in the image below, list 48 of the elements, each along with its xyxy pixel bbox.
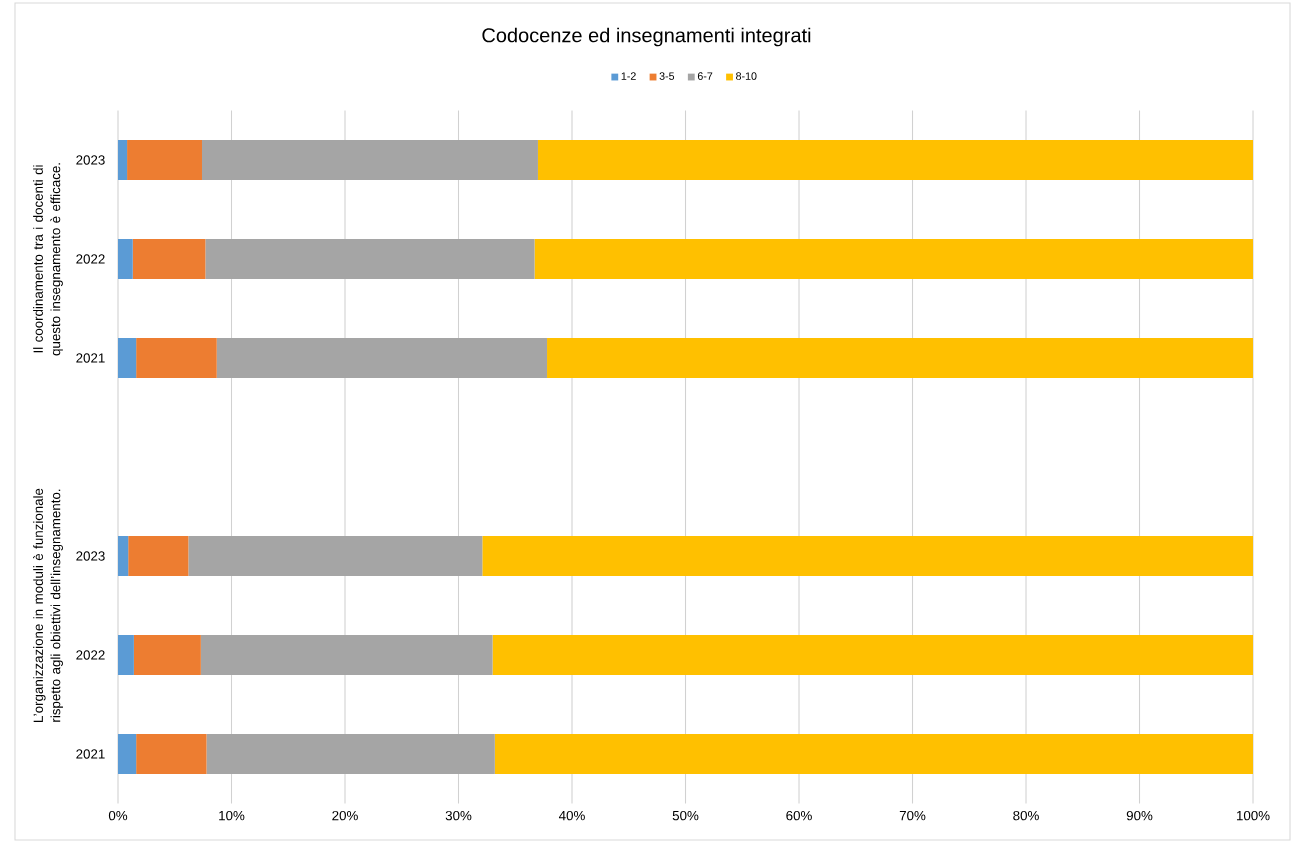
x-tick-label: 60% [786,810,812,821]
y-tick-label: 2021 [76,749,105,759]
bar [482,536,1254,577]
bar [128,536,189,577]
bar [216,338,548,379]
bar [547,338,1254,379]
bar [118,635,134,676]
bar [133,635,201,676]
bar [534,239,1254,280]
legend-label: 8-10 [736,72,757,80]
x-tick-label: 20% [332,810,358,821]
x-tick-label: 50% [672,810,699,821]
bar [492,635,1254,676]
bar [132,239,206,280]
text: L’organizzazione in moduli è funzionale rispetto agli obiettivi dell’insegnamento. [33,488,63,722]
bar [118,338,137,379]
bar [494,734,1254,775]
y-tick-label: 2023 [76,155,105,165]
legend-label: 1-2 [621,72,636,80]
bar [118,140,128,181]
bar [136,734,207,775]
x-tick-label: 40% [558,810,585,821]
bar [118,536,129,577]
y-tick-label: 2022 [76,254,105,264]
x-tick-label: 100% [1236,810,1270,821]
x-tick-label: 70% [899,810,926,821]
legend-label: 6-7 [697,72,713,80]
x-tick-label: 80% [1013,810,1039,821]
text: Il coordinamento tra i docenti di questo insegnamento è efficace. [33,163,63,356]
chart-title: Codocenze ed insegnamenti integrati [482,27,811,47]
legend-label: 3-5 [659,72,675,80]
x-tick-label: 30% [445,810,472,821]
bar [188,536,483,577]
bar [136,338,217,379]
x-tick-label: 90% [1126,810,1153,821]
bar [200,635,493,676]
y-tick-label: 2021 [76,353,105,363]
x-tick-label: 0% [108,810,128,821]
bar [127,140,202,181]
bar [205,239,535,280]
y-tick-label: 2023 [76,551,105,561]
bar [118,239,133,280]
y-tick-label: 2022 [76,650,105,660]
bar [206,734,495,775]
x-tick-label: 10% [219,810,245,821]
bar [537,140,1254,181]
bar [118,734,137,775]
bar [201,140,538,181]
